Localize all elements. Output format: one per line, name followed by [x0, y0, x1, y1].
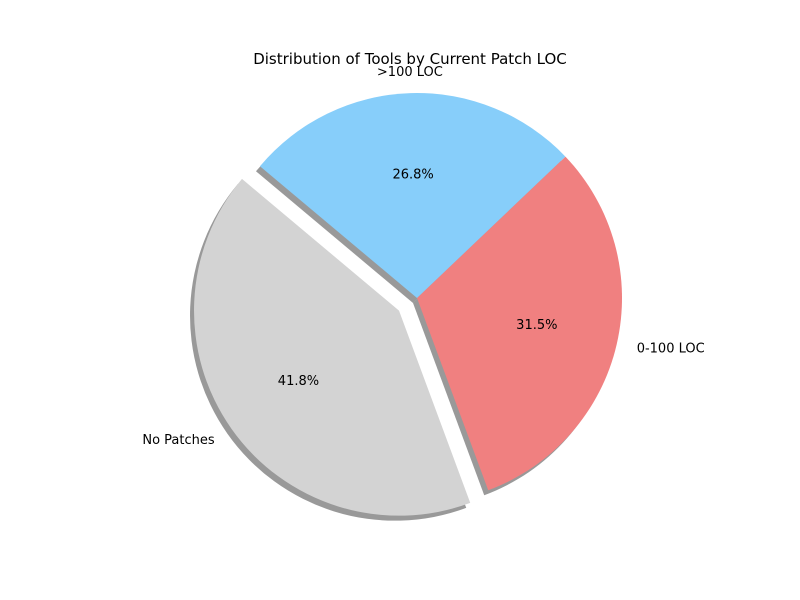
pie-slice-no-patches	[194, 178, 471, 516]
slice-category-label: >100 LOC	[377, 65, 443, 80]
slice-percent-label: 31.5%	[516, 318, 557, 333]
chart-title: Distribution of Tools by Current Patch L…	[253, 50, 567, 68]
pie-slice-100-loc	[259, 93, 566, 298]
pie-slices	[194, 93, 622, 516]
slice-percent-label: 26.8%	[392, 168, 433, 183]
slice-category-label: 0-100 LOC	[637, 341, 705, 356]
slice-percent-label: 41.8%	[278, 374, 319, 389]
slice-category-label: No Patches	[142, 433, 215, 448]
pie-slice-0-100-loc	[417, 156, 622, 491]
slice-labels: 41.8% No Patches 31.5% 0-100 LOC 26.8% >100 L…	[142, 65, 704, 448]
